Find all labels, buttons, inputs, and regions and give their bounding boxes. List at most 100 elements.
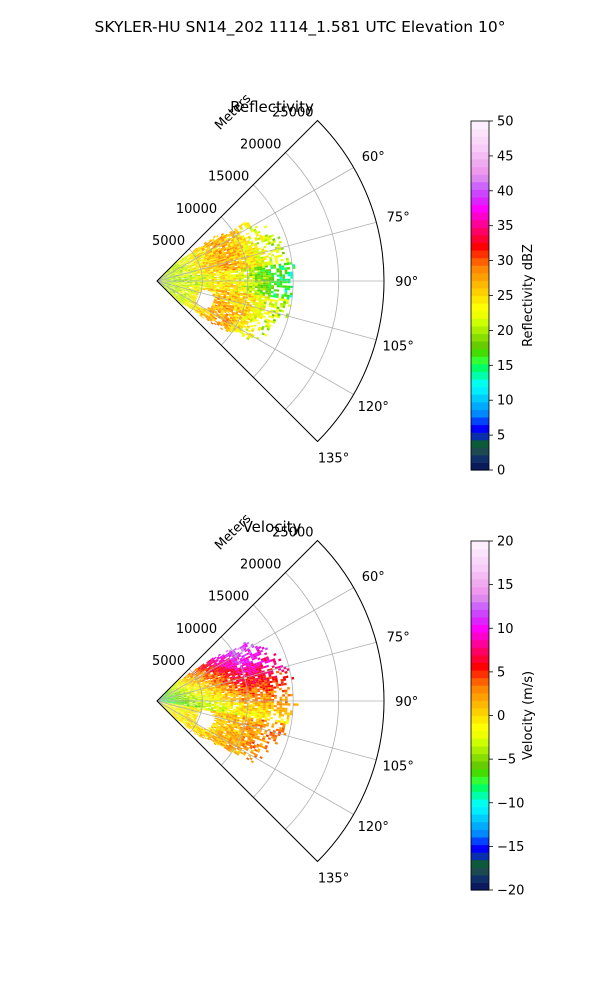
data-cell bbox=[210, 707, 214, 709]
data-cell bbox=[260, 288, 263, 291]
data-cell bbox=[263, 255, 267, 259]
data-cell bbox=[236, 260, 240, 263]
data-cell bbox=[170, 702, 174, 703]
data-cell bbox=[224, 696, 228, 698]
data-cell bbox=[254, 313, 258, 316]
data-cell bbox=[216, 245, 219, 248]
data-cell bbox=[282, 285, 285, 288]
data-cell bbox=[227, 284, 231, 287]
data-cell bbox=[167, 276, 170, 278]
data-cell bbox=[251, 315, 255, 319]
data-cell bbox=[217, 316, 221, 319]
data-cell bbox=[177, 288, 181, 290]
data-cell bbox=[161, 276, 164, 278]
data-cell bbox=[220, 310, 224, 314]
data-cell bbox=[241, 283, 245, 286]
data-cell bbox=[185, 710, 188, 713]
data-cell bbox=[238, 328, 242, 332]
data-cell bbox=[210, 726, 214, 729]
data-cell bbox=[230, 327, 234, 330]
data-cell bbox=[167, 284, 170, 286]
data-cell bbox=[217, 247, 221, 251]
data-cell bbox=[174, 288, 177, 291]
data-cell bbox=[199, 729, 203, 733]
data-cell bbox=[188, 262, 191, 265]
data-cell bbox=[193, 688, 197, 690]
data-cell bbox=[241, 288, 244, 291]
data-cell bbox=[163, 706, 166, 708]
data-cell bbox=[179, 270, 183, 273]
data-cell bbox=[216, 289, 219, 291]
data-cell bbox=[179, 290, 183, 293]
data-cell bbox=[172, 275, 176, 277]
data-cell bbox=[235, 249, 239, 253]
data-cell bbox=[189, 266, 193, 269]
data-cell bbox=[168, 692, 171, 694]
data-cell bbox=[198, 252, 201, 255]
data-cell bbox=[181, 281, 185, 283]
data-cell bbox=[169, 291, 172, 293]
data-cell bbox=[169, 705, 173, 707]
data-cell bbox=[242, 294, 246, 297]
data-cell bbox=[221, 711, 225, 713]
data-cell bbox=[279, 283, 283, 286]
data-cell bbox=[164, 704, 167, 707]
data-cell bbox=[255, 302, 259, 305]
data-cell bbox=[271, 254, 275, 257]
data-cell bbox=[167, 276, 170, 278]
data-cell bbox=[173, 715, 176, 718]
data-cell bbox=[198, 259, 202, 262]
data-cell bbox=[258, 300, 262, 304]
data-cell bbox=[216, 665, 219, 668]
data-cell bbox=[289, 262, 293, 265]
data-cell bbox=[163, 286, 166, 288]
data-cell bbox=[214, 243, 218, 246]
data-cell bbox=[165, 707, 168, 710]
data-cell bbox=[252, 310, 256, 313]
data-cell bbox=[163, 694, 167, 697]
data-cell bbox=[192, 699, 196, 701]
data-cell bbox=[201, 248, 205, 251]
data-cell bbox=[175, 278, 179, 279]
data-cell bbox=[238, 285, 242, 287]
data-cell bbox=[173, 277, 176, 278]
data-cell bbox=[258, 310, 262, 313]
data-cell bbox=[268, 288, 272, 291]
data-cell bbox=[244, 274, 247, 277]
data-cell bbox=[225, 703, 228, 705]
data-cell bbox=[208, 663, 212, 666]
data-cell bbox=[177, 273, 181, 275]
data-cell bbox=[224, 257, 227, 260]
data-cell bbox=[164, 696, 167, 698]
data-cell bbox=[212, 319, 216, 322]
data-cell bbox=[265, 275, 269, 278]
data-cell bbox=[200, 683, 204, 686]
data-cell bbox=[210, 692, 214, 694]
data-cell bbox=[221, 320, 225, 323]
data-cell bbox=[180, 299, 183, 302]
data-cell bbox=[211, 675, 215, 678]
data-cell bbox=[255, 257, 259, 260]
data-cell bbox=[254, 286, 258, 288]
data-cell bbox=[165, 702, 168, 703]
colorbar-segment bbox=[471, 234, 489, 243]
data-cell bbox=[228, 307, 232, 310]
data-cell bbox=[221, 677, 225, 680]
data-cell bbox=[252, 319, 256, 323]
data-cell bbox=[177, 261, 180, 264]
data-cell bbox=[211, 275, 214, 277]
data-cell bbox=[237, 245, 241, 249]
data-cell bbox=[195, 714, 199, 716]
data-cell bbox=[274, 301, 278, 305]
data-cell bbox=[213, 245, 216, 249]
data-cell bbox=[253, 318, 257, 321]
data-cell bbox=[240, 223, 244, 227]
data-cell bbox=[167, 699, 171, 700]
data-cell bbox=[180, 286, 184, 288]
colorbar-segment bbox=[471, 280, 489, 289]
data-cell bbox=[159, 700, 163, 701]
data-cell bbox=[264, 265, 268, 268]
data-cell bbox=[219, 300, 223, 302]
data-cell bbox=[165, 279, 168, 280]
data-cell bbox=[220, 327, 224, 331]
